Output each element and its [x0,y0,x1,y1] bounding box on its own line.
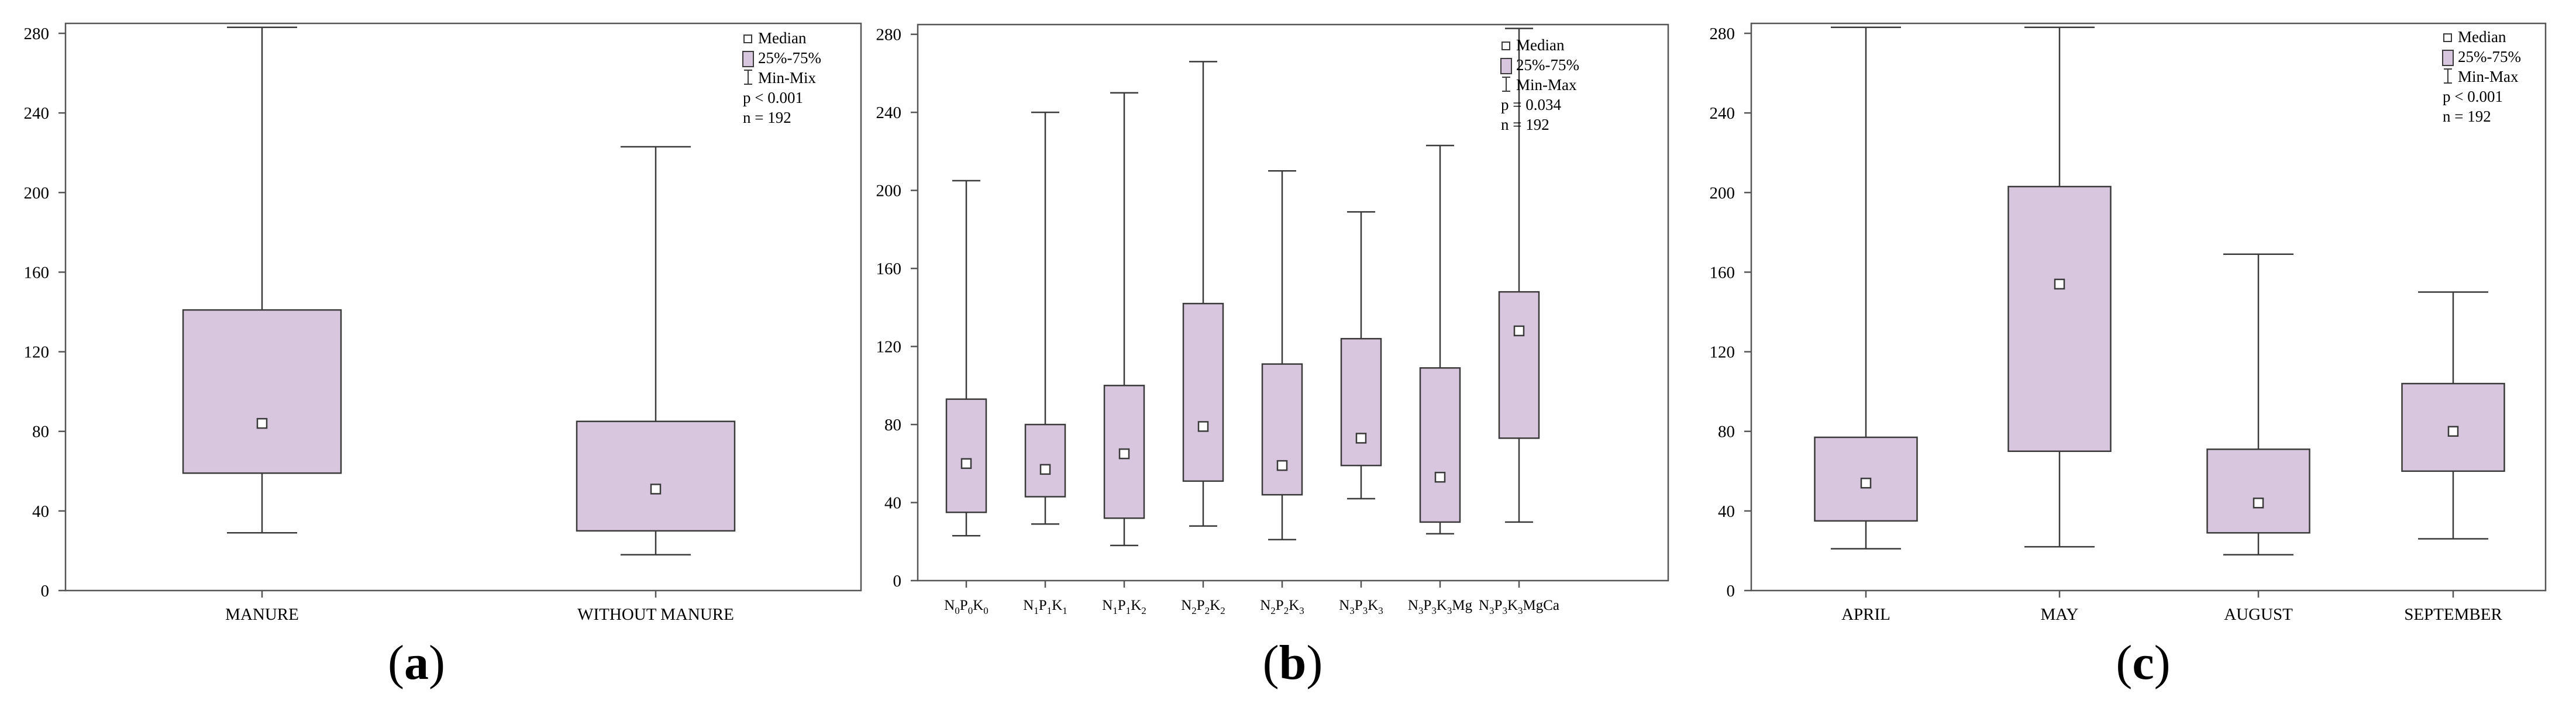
y-tick-label: 120 [24,343,50,362]
median-marker-1-2 [1118,448,1130,460]
plot-frame-1 [917,23,1669,582]
y-tick-label: 40 [884,494,901,513]
median-marker-1-3 [1197,421,1209,432]
legend-stat-0-1: n = 192 [743,109,791,126]
median-marker-1-1 [1039,464,1051,475]
median-marker-1-5 [1355,433,1367,444]
x-tick-label-0-1: WITHOUT MANURE [577,605,734,624]
x-tick-label-1-3: N2P2K2 [1181,598,1225,616]
median-marker-0-1 [650,484,662,495]
box-1-0 [945,398,987,513]
y-tick-label: 160 [24,263,50,282]
y-tick-label: 0 [41,582,50,600]
median-marker-1-4 [1276,460,1288,471]
x-tick-label-1-2: N1P1K2 [1102,598,1146,616]
box-1-7 [1498,291,1540,439]
median-marker-2-2 [2253,497,2264,509]
x-tick-label-1-1: N1P1K1 [1023,598,1067,616]
legend-stat-2-1: n = 192 [2443,108,2491,125]
legend-stat-2-0: p < 0.001 [2443,88,2503,105]
box-0-1 [576,420,736,532]
y-tick-label: 200 [876,182,902,201]
x-tick-label-1-5: N3P3K3 [1339,598,1383,616]
y-tick-label: 280 [1710,25,1735,43]
y-tick-label: 240 [24,104,50,123]
box-1-3 [1182,302,1224,482]
box-1-6 [1419,367,1461,523]
caption-a: (a) [388,636,445,690]
y-tick-label: 280 [876,26,902,44]
legend-box-icon-0 [742,51,754,67]
box-2-0 [1814,436,1918,522]
legend-median-icon-0 [743,34,752,43]
x-tick-label-1-4: N2P2K3 [1260,598,1304,616]
y-tick-label: 80 [32,423,49,441]
y-tick-label: 120 [1710,343,1735,362]
y-tick-label: 240 [876,103,902,122]
x-tick-label-1-6: N3P3K3Mg [1408,598,1473,616]
y-tick-label: 120 [876,338,902,357]
box-0-0 [182,309,342,474]
x-tick-label-2-1: MAY [2040,605,2078,624]
legend-box-label-1: 25%-75% [1516,56,1579,74]
y-tick-label: 80 [884,416,901,434]
plot-frame-0 [64,22,862,592]
legend-minmax-label-1: Min-Max [1516,76,1577,94]
y-tick-label: 80 [1718,423,1735,441]
legend-box-label-2: 25%-75% [2458,48,2521,65]
box-1-4 [1261,363,1303,496]
x-tick-label-1-0: N0P0K0 [944,598,989,616]
x-tick-label-0-0: MANURE [225,605,299,624]
caption-b: (b) [1262,636,1323,690]
legend-stat-0-0: p < 0.001 [743,89,803,106]
legend-stat-1-1: n = 192 [1501,116,1549,133]
x-tick-label-2-0: APRIL [1841,605,1890,624]
y-tick-label: 0 [1727,582,1735,600]
median-marker-0-0 [256,417,268,429]
caption-c: (c) [2116,636,2171,690]
legend-box-icon-2 [2442,50,2454,66]
legend-median-icon-2 [2443,33,2452,42]
median-marker-1-7 [1513,325,1525,337]
y-tick-label: 0 [893,572,902,591]
median-marker-2-0 [1860,477,1872,489]
median-marker-2-1 [2054,278,2065,290]
legend-box-icon-1 [1500,58,1512,74]
y-tick-label: 40 [32,502,49,521]
y-tick-label: 160 [1710,263,1735,282]
legend-median-icon-1 [1501,42,1510,50]
legend-minmax-label-2: Min-Max [2458,68,2519,85]
box-2-1 [2007,185,2112,453]
box-1-1 [1024,423,1066,498]
legend-median-label-0: Median [758,29,807,47]
y-tick-label: 280 [24,25,50,43]
median-marker-1-0 [960,458,972,470]
plot-frame-2 [1750,22,2547,592]
y-tick-label: 40 [1718,502,1735,521]
x-tick-label-2-3: SEPTEMBER [2404,605,2502,624]
box-1-5 [1340,337,1382,467]
box-2-2 [2206,448,2310,534]
x-tick-label-2-2: AUGUST [2224,605,2293,624]
legend-median-label-2: Median [2458,28,2506,46]
x-tick-label-1-7: N3P3K3MgCa [1479,598,1559,616]
legend-median-label-1: Median [1516,36,1565,54]
legend-stat-1-0: p = 0.034 [1501,96,1561,113]
median-marker-1-6 [1434,471,1446,483]
legend-box-label-0: 25%-75% [758,49,821,67]
y-tick-label: 160 [876,260,902,278]
legend-minmax-label-0: Min-Mix [758,69,817,87]
median-marker-2-3 [2447,426,2459,437]
y-tick-label: 200 [1710,184,1735,202]
y-tick-label: 200 [24,184,50,202]
y-tick-label: 240 [1710,104,1735,123]
